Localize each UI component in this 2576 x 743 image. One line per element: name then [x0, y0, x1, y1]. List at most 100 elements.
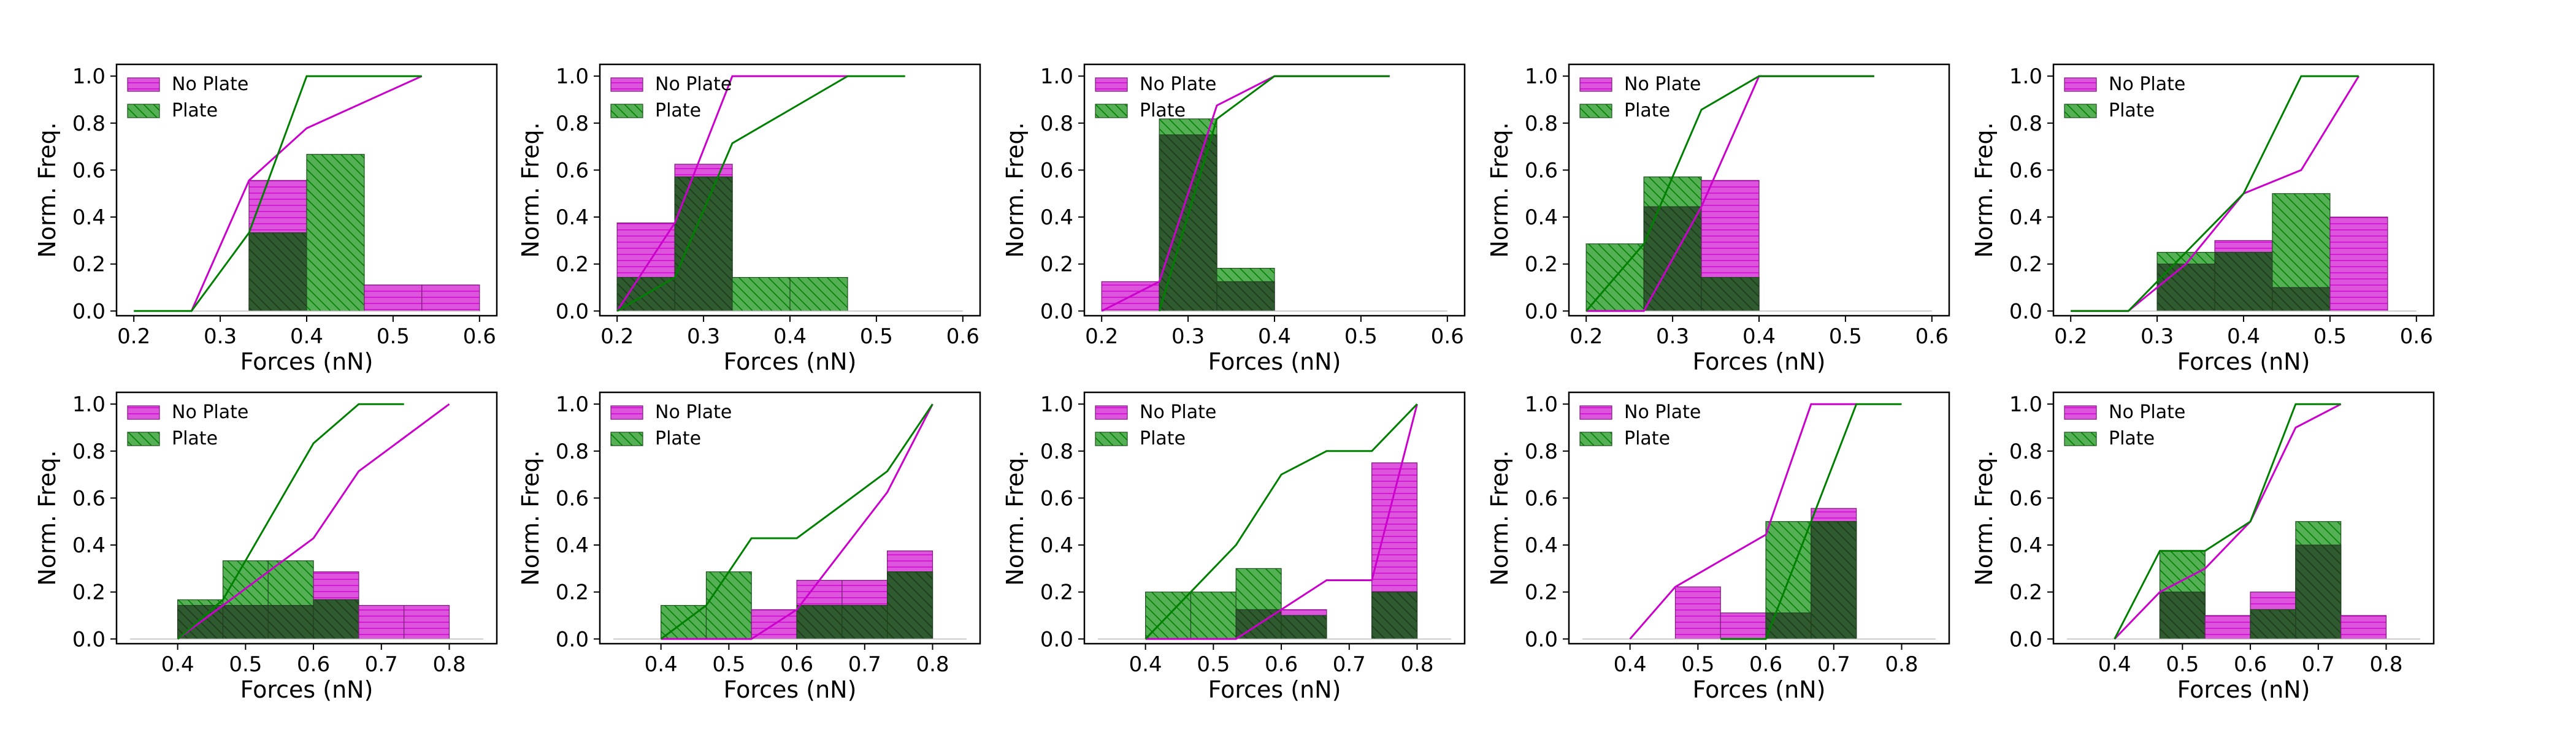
bar-overlap — [1701, 276, 1760, 311]
bar-no-plate — [2340, 615, 2387, 639]
cdf-line-plate — [1585, 75, 1874, 312]
x-tick-label: 0.6 — [297, 652, 330, 677]
legend-swatch-plate — [127, 432, 160, 446]
x-tick-label: 0.6 — [1915, 324, 1949, 349]
y-tick-label: 0.0 — [556, 627, 589, 652]
x-tick-label: 0.2 — [1085, 324, 1118, 349]
x-tick-label: 0.4 — [1742, 324, 1776, 349]
y-tick-label: 1.0 — [556, 392, 589, 417]
x-axis-label: Forces (nN) — [724, 348, 857, 375]
x-tick-label: 0.5 — [1197, 652, 1230, 677]
y-tick-label: 0.4 — [2009, 533, 2042, 558]
chart-panel-1: 0.2 0.3 0.4 0.5 0.6 0.0 0.2 0.4 0.6 0.8 1.0 Forces … — [34, 63, 498, 375]
bar-overlap — [2214, 251, 2273, 311]
legend-swatch-no-plate — [127, 405, 160, 420]
legend-label-no-plate: No Plate — [2109, 74, 2185, 95]
y-tick-label: 0.4 — [556, 205, 589, 230]
y-tick-label: 0.4 — [72, 205, 105, 230]
chart-panel-2: 0.2 0.3 0.4 0.5 0.6 0.0 0.2 0.4 0.6 0.8 1.0 Forces … — [517, 63, 981, 375]
y-tick-label: 0.8 — [556, 440, 589, 464]
cdf-line-plate — [2114, 403, 2341, 639]
x-tick-label: 0.7 — [848, 652, 881, 677]
y-tick-label: 0.6 — [1040, 486, 1073, 511]
x-tick-label: 0.8 — [1400, 652, 1433, 677]
x-tick-label: 0.2 — [600, 324, 634, 349]
y-tick-label: 0.8 — [556, 112, 589, 136]
axes-frame — [1083, 391, 1466, 645]
bar-overlap — [267, 604, 314, 639]
y-tick-label: 0.0 — [72, 299, 105, 324]
y-tick-label: 1.0 — [1525, 64, 1558, 89]
x-tick-label: 0.2 — [117, 324, 150, 349]
y-tick-label: 0.6 — [72, 158, 105, 183]
y-tick-label: 0.2 — [556, 581, 589, 605]
x-tick-label: 0.5 — [229, 652, 262, 677]
y-tick-label: 0.8 — [72, 112, 105, 136]
legend-swatch-plate — [1095, 104, 1128, 118]
legend-label-no-plate: No Plate — [1140, 74, 1216, 95]
bar-plate — [789, 276, 848, 311]
bar-no-plate — [364, 284, 423, 311]
x-tick-label: 0.7 — [1817, 652, 1850, 677]
x-axis-label: Forces (nN) — [2177, 348, 2310, 375]
y-tick-label: 0.8 — [72, 440, 105, 464]
x-tick-label: 0.5 — [1344, 324, 1378, 349]
bar-no-plate — [404, 604, 450, 639]
legend-swatch-plate — [1579, 104, 1612, 118]
x-tick-label: 0.4 — [1614, 652, 1647, 677]
legend-label-no-plate: No Plate — [655, 74, 732, 95]
x-tick-label: 0.3 — [687, 324, 720, 349]
y-tick-label: 0.0 — [2009, 299, 2042, 324]
x-tick-label: 0.4 — [1129, 652, 1162, 677]
cdf-line-no-plate — [616, 75, 848, 312]
legend-swatch-no-plate — [2064, 405, 2097, 420]
y-tick-label: 0.4 — [1525, 205, 1558, 230]
y-tick-label: 0.8 — [1525, 112, 1558, 136]
y-tick-label: 0.4 — [556, 533, 589, 558]
x-tick-label: 0.7 — [365, 652, 398, 677]
legend-label-no-plate: No Plate — [172, 402, 248, 423]
y-tick-label: 0.4 — [1525, 533, 1558, 558]
y-tick-label: 1.0 — [1040, 392, 1073, 417]
legend-swatch-plate — [1095, 432, 1128, 446]
legend-swatch-plate — [2064, 104, 2097, 118]
y-tick-label: 0.2 — [2009, 253, 2042, 277]
y-tick-label: 0.0 — [72, 627, 105, 652]
x-tick-label: 0.8 — [916, 652, 949, 677]
y-tick-label: 0.0 — [2009, 627, 2042, 652]
y-tick-label: 1.0 — [72, 392, 105, 417]
x-tick-label: 0.7 — [2302, 652, 2335, 677]
x-axis-label: Forces (nN) — [724, 676, 857, 703]
bar-overlap — [1216, 281, 1275, 311]
y-tick-label: 0.6 — [1525, 486, 1558, 511]
x-tick-label: 0.5 — [377, 324, 410, 349]
bar-no-plate — [2204, 615, 2251, 639]
cdf-line-plate — [134, 75, 422, 312]
legend-swatch-plate — [610, 432, 643, 446]
y-tick-label: 0.6 — [1525, 158, 1558, 183]
bar-overlap — [2250, 609, 2296, 639]
cdf-line-plate — [177, 403, 404, 640]
legend-label-plate: Plate — [172, 100, 218, 121]
x-tick-label: 0.6 — [2234, 652, 2267, 677]
y-tick-label: 0.4 — [2009, 205, 2042, 230]
x-tick-label: 0.5 — [2166, 652, 2199, 677]
bar-overlap — [674, 176, 733, 311]
x-axis-label: Forces (nN) — [240, 676, 374, 703]
y-axis-label: Norm. Freq. — [34, 122, 61, 257]
x-axis-label: Forces (nN) — [1693, 676, 1826, 703]
legend-swatch-plate — [127, 104, 160, 118]
legend-label-plate: Plate — [1140, 100, 1186, 121]
bar-no-plate — [1720, 612, 1766, 639]
x-tick-label: 0.7 — [1333, 652, 1366, 677]
legend-swatch-plate — [1579, 432, 1612, 446]
y-axis-label: Norm. Freq. — [517, 450, 544, 585]
x-tick-label: 0.4 — [2098, 652, 2131, 677]
y-tick-label: 0.2 — [2009, 581, 2042, 605]
axes-frame — [599, 391, 981, 645]
cdf-line-no-plate — [1629, 403, 1857, 640]
legend-swatch-plate — [610, 104, 643, 118]
chart-panel-3: 0.2 0.3 0.4 0.5 0.6 0.0 0.2 0.4 0.6 0.8 1.0 Forces … — [1002, 63, 1466, 375]
y-tick-label: 0.6 — [556, 158, 589, 183]
bar-plate — [1190, 592, 1236, 639]
